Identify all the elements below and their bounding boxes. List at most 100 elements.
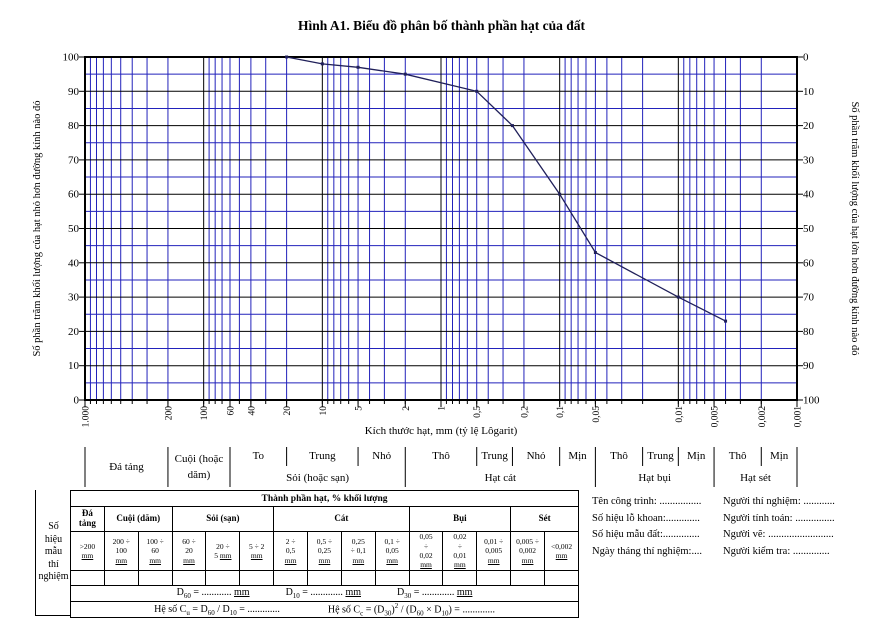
x-tick-label: 20 [283, 406, 293, 416]
coefficient-formula: Hệ số Cu = D60 / D10 = ............. [154, 604, 280, 618]
x-tick-label: 5 [355, 406, 365, 411]
x-tick-label: 10 [319, 406, 329, 416]
x-tick-label: 0,005 [711, 406, 721, 428]
size-range-cell: 0,5 ÷ 0,25 mm [307, 531, 342, 571]
info-field-left: Số hiệu lỗ khoan:............. [592, 512, 700, 524]
value-cell-empty [273, 570, 309, 586]
grain-composition-table-wrap: Thành phần hạt, % khối lượng Đá tảng Cuội (… [69, 490, 580, 618]
table-group-header: Cát [273, 506, 410, 532]
y-tick-label-right: 90 [803, 360, 815, 372]
band-subclass-label: Trung [647, 450, 674, 462]
x-tick-label: 0,002 [758, 406, 768, 428]
data-point-marker [510, 124, 514, 128]
y-tick-label-left: 50 [68, 223, 80, 235]
y-tick-label-right: 0 [803, 52, 809, 64]
size-range-cell: >200 mm [70, 531, 105, 571]
info-field-left: Ngày tháng thí nghiệm:.... [592, 545, 702, 557]
info-field-left: Tên công trình: ................ [592, 496, 702, 507]
size-range-cell: 0,1 ÷ 0,05 mm [374, 531, 410, 571]
value-cell-empty [442, 570, 478, 586]
info-field-right: Người vẽ: ......................... [723, 529, 834, 540]
d-value: D60 = ............ mm [176, 587, 250, 600]
size-range-cell: 2 ÷ 0,5 mm [273, 531, 309, 571]
coefficient-formula: Hệ số Cc = (D30)2 / (D60 × D10) = ......… [327, 602, 495, 618]
band-group-label: Hạt cát [485, 472, 516, 484]
data-point-marker [320, 62, 324, 66]
x-tick-label: 40 [247, 406, 257, 416]
y-tick-label-left: 40 [68, 257, 80, 269]
y-tick-label-left: 60 [68, 189, 80, 201]
band-group-label: Đá tảng [109, 461, 144, 473]
band-subclass-label: Mịn [687, 450, 706, 462]
value-cell-empty [70, 570, 105, 586]
d-value: D30 = ............. mm [397, 587, 473, 600]
band-subclass-label: To [253, 450, 265, 462]
y-tick-label-right: 10 [803, 86, 815, 98]
band-group-label: Cuội (hoặc [175, 453, 224, 465]
size-range-cell: 100 ÷ 60 mm [137, 531, 173, 571]
size-range-cell: 0,25 ÷ 0,1 mm [340, 531, 376, 571]
y-tick-label-left: 100 [63, 52, 80, 64]
sample-id-label-line: nghiệm [38, 571, 69, 583]
band-subclass-label: Mịn [568, 450, 587, 462]
sample-id-column-label: Số hiệu mẫu thí nghiệm [35, 490, 71, 616]
data-point-marker [475, 89, 479, 93]
data-point-marker [593, 251, 597, 255]
y-axis-title-right: Số phần trăm khối lượng của hạt lớn hơn … [849, 101, 860, 355]
y-tick-label-left: 20 [68, 326, 80, 338]
value-cell-empty [307, 570, 342, 586]
band-subclass-label: Trung [481, 450, 508, 462]
band-subclass-label: Thô [610, 450, 628, 462]
size-range-cell: 200 ÷ 100 mm [103, 531, 139, 571]
y-tick-label-right: 60 [803, 257, 815, 269]
band-group-label: Hạt sét [740, 472, 771, 484]
info-row: Số hiệu lỗ khoan:............. Người tính… [592, 511, 835, 528]
size-range-cell: <0,002 mm [544, 531, 580, 571]
info-row: Tên công trình: ................ Người th… [592, 494, 835, 511]
classification-band: Đá tảng Cuội (hoặc dăm) To Trung Nhỏ Sỏi (hoặc… [84, 447, 798, 487]
info-row: Số hiệu mẫu đất:.............. Người vẽ: … [592, 527, 835, 544]
data-point-marker [676, 295, 680, 299]
sample-id-label-line: mẫu [44, 546, 63, 558]
data-point-marker [285, 55, 289, 59]
sample-id-label-line: thí [48, 558, 59, 570]
y-tick-label-right: 40 [803, 189, 815, 201]
y-tick-label-right: 50 [803, 223, 815, 235]
band-subclass-label: Trung [309, 450, 336, 462]
y-tick-label-left: 0 [74, 395, 80, 407]
info-field-left: Số hiệu mẫu đất:.............. [592, 529, 700, 540]
coefficients-row: Hệ số Cu = D60 / D10 = ............. Hệ s… [69, 600, 580, 618]
grid-major-lines [85, 57, 797, 400]
band-subclass-label: Nhỏ [372, 450, 391, 462]
info-field-right: Người tính toán: ............... [723, 512, 835, 524]
y-tick-label-left: 10 [68, 360, 80, 372]
y-tick-label-right: 70 [803, 292, 815, 304]
test-info-block: Tên công trình: ................ Người th… [592, 494, 835, 560]
table-title: Thành phần hạt, % khối lượng [69, 490, 580, 507]
data-point-marker [558, 192, 562, 196]
figure-title: Hình A1. Biểu đồ phân bố thành phần hạt … [298, 18, 585, 33]
info-field-right: Người kiểm tra: .............. [723, 545, 830, 557]
data-point-marker [724, 319, 728, 323]
band-group-label: Hạt bụi [638, 472, 671, 484]
info-field-right: Người thí nghiệm: ............ [723, 496, 835, 507]
d-value: D10 = ............. mm [285, 587, 361, 600]
data-point-marker [403, 72, 407, 76]
x-axis-tick-labels: 1.000 200 100 60 40 20 10 5 2 1 0,5 0,2 0,1 0,05 0,01 0… [82, 406, 804, 428]
size-range-cell: 5 ÷ 2 mm [239, 531, 275, 571]
band-subclass-label: Nhỏ [527, 450, 546, 462]
band-group-label: dăm) [188, 469, 211, 481]
value-cell-empty [239, 570, 275, 586]
size-range-cell: 0,02 ÷ 0,01 mm [442, 531, 478, 571]
data-point-marker [356, 65, 360, 69]
y-tick-label-right: 80 [803, 326, 815, 338]
grain-composition-table: Thành phần hạt, % khối lượng Đá tảng Cuội (… [69, 490, 580, 618]
band-group-label: Sỏi (hoặc sạn) [286, 472, 349, 484]
axis-ticks [79, 56, 803, 407]
size-range-cell: 60 ÷ 20 mm [171, 531, 207, 571]
band-subclass-label: Thô [432, 450, 450, 462]
table-group-header: Sỏi (sạn) [171, 506, 275, 532]
table-group-header: Sét [510, 506, 580, 532]
size-range-cell: 0,01 ÷ 0,005 mm [476, 531, 512, 571]
